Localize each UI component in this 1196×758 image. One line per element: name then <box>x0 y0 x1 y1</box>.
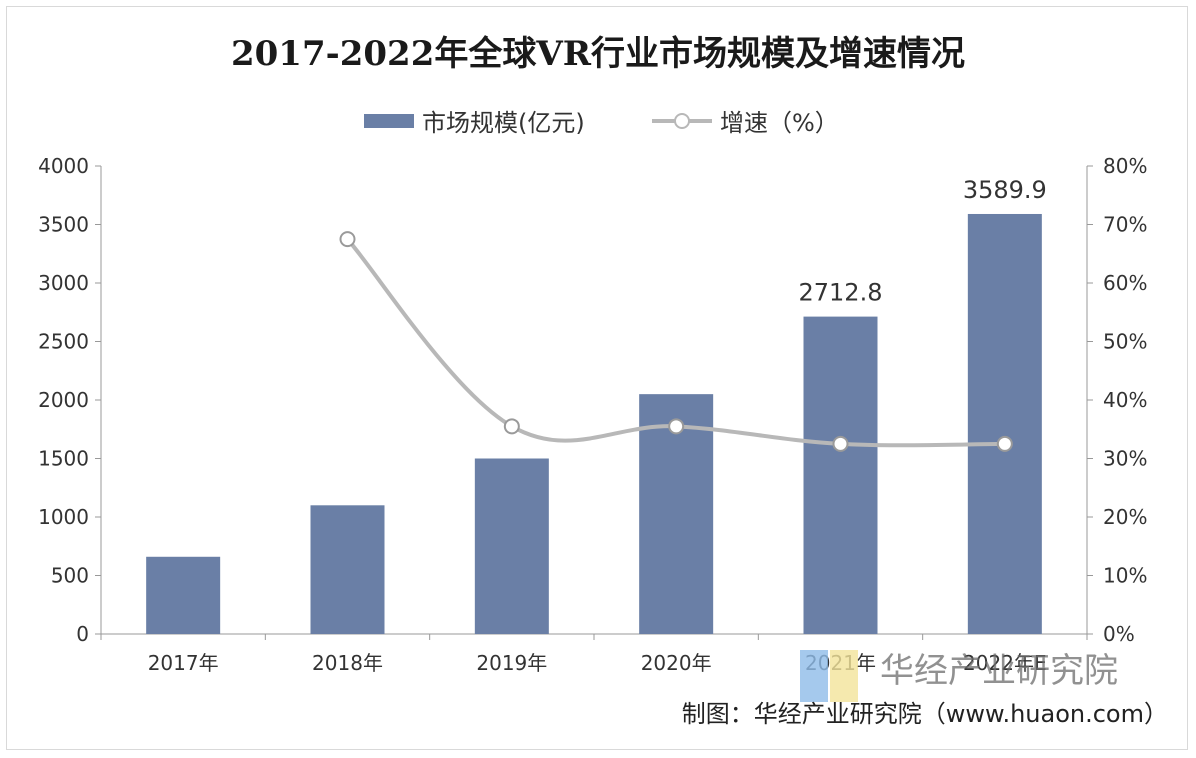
right-tick-label: 10% <box>1103 564 1147 588</box>
watermark-yellow-block <box>830 650 858 702</box>
bar <box>146 556 221 634</box>
watermark-blue-block <box>800 650 828 702</box>
left-tick-label: 500 <box>51 564 89 588</box>
watermark-text: 华经产业研究院 <box>880 651 1118 691</box>
left-tick-label: 1000 <box>38 505 89 529</box>
bar-series <box>146 213 1042 635</box>
bar-data-label: 3589.9 <box>963 176 1047 204</box>
right-tick-label: 70% <box>1103 213 1147 237</box>
right-tick-label: 40% <box>1103 388 1147 412</box>
x-tick-label: 2020年 <box>641 651 712 675</box>
left-tick-label: 3500 <box>38 213 89 237</box>
legend-line-label: 增速（%） <box>720 109 839 137</box>
legend-bar-label: 市场规模(亿元) <box>422 109 585 137</box>
growth-marker <box>832 435 849 452</box>
right-tick-label: 20% <box>1103 505 1147 529</box>
growth-marker <box>996 435 1013 452</box>
chart-title: 2017-2022年全球VR行业市场规模及增速情况 <box>230 34 965 74</box>
left-tick-label: 1500 <box>38 447 89 471</box>
bar <box>310 505 385 634</box>
source-note: 制图：华经产业研究院（www.huaon.com） <box>682 700 1168 728</box>
x-tick-label: 2017年 <box>148 651 219 675</box>
left-tick-label: 0 <box>76 622 89 646</box>
left-tick-label: 3000 <box>38 271 89 295</box>
growth-line <box>345 237 1005 448</box>
watermark: 华经产业研究院 <box>800 650 1118 702</box>
left-tick-label: 4000 <box>38 154 89 178</box>
bar-data-label: 2712.8 <box>799 279 883 307</box>
left-tick-label: 2000 <box>38 388 89 412</box>
growth-markers <box>339 231 1013 452</box>
left-tick-label: 2500 <box>38 330 89 354</box>
right-tick-label: 0% <box>1103 622 1135 646</box>
x-tick-label: 2019年 <box>476 651 547 675</box>
left-axis-ticks: 0 500 1000 1500 2000 2500 3000 3500 4000 <box>38 154 101 646</box>
right-tick-label: 30% <box>1103 447 1147 471</box>
right-tick-label: 60% <box>1103 271 1147 295</box>
growth-marker <box>339 231 356 248</box>
right-axis-ticks: 0% 10% 20% 30% 40% 50% 60% 70% 80% <box>1087 154 1147 646</box>
right-tick-label: 80% <box>1103 154 1147 178</box>
bar <box>803 316 878 634</box>
x-tick-label: 2022年E <box>963 651 1047 675</box>
right-tick-label: 50% <box>1103 330 1147 354</box>
bar <box>967 213 1042 635</box>
growth-marker <box>503 418 520 435</box>
growth-marker <box>668 418 685 435</box>
bar-data-labels: 2712.8 3589.9 <box>799 176 1047 307</box>
bar <box>474 458 549 634</box>
x-tick-label: 2018年 <box>312 651 383 675</box>
legend-line-marker <box>674 113 690 129</box>
legend: 市场规模(亿元) 增速（%） <box>364 109 839 137</box>
legend-bar-swatch <box>364 114 414 128</box>
